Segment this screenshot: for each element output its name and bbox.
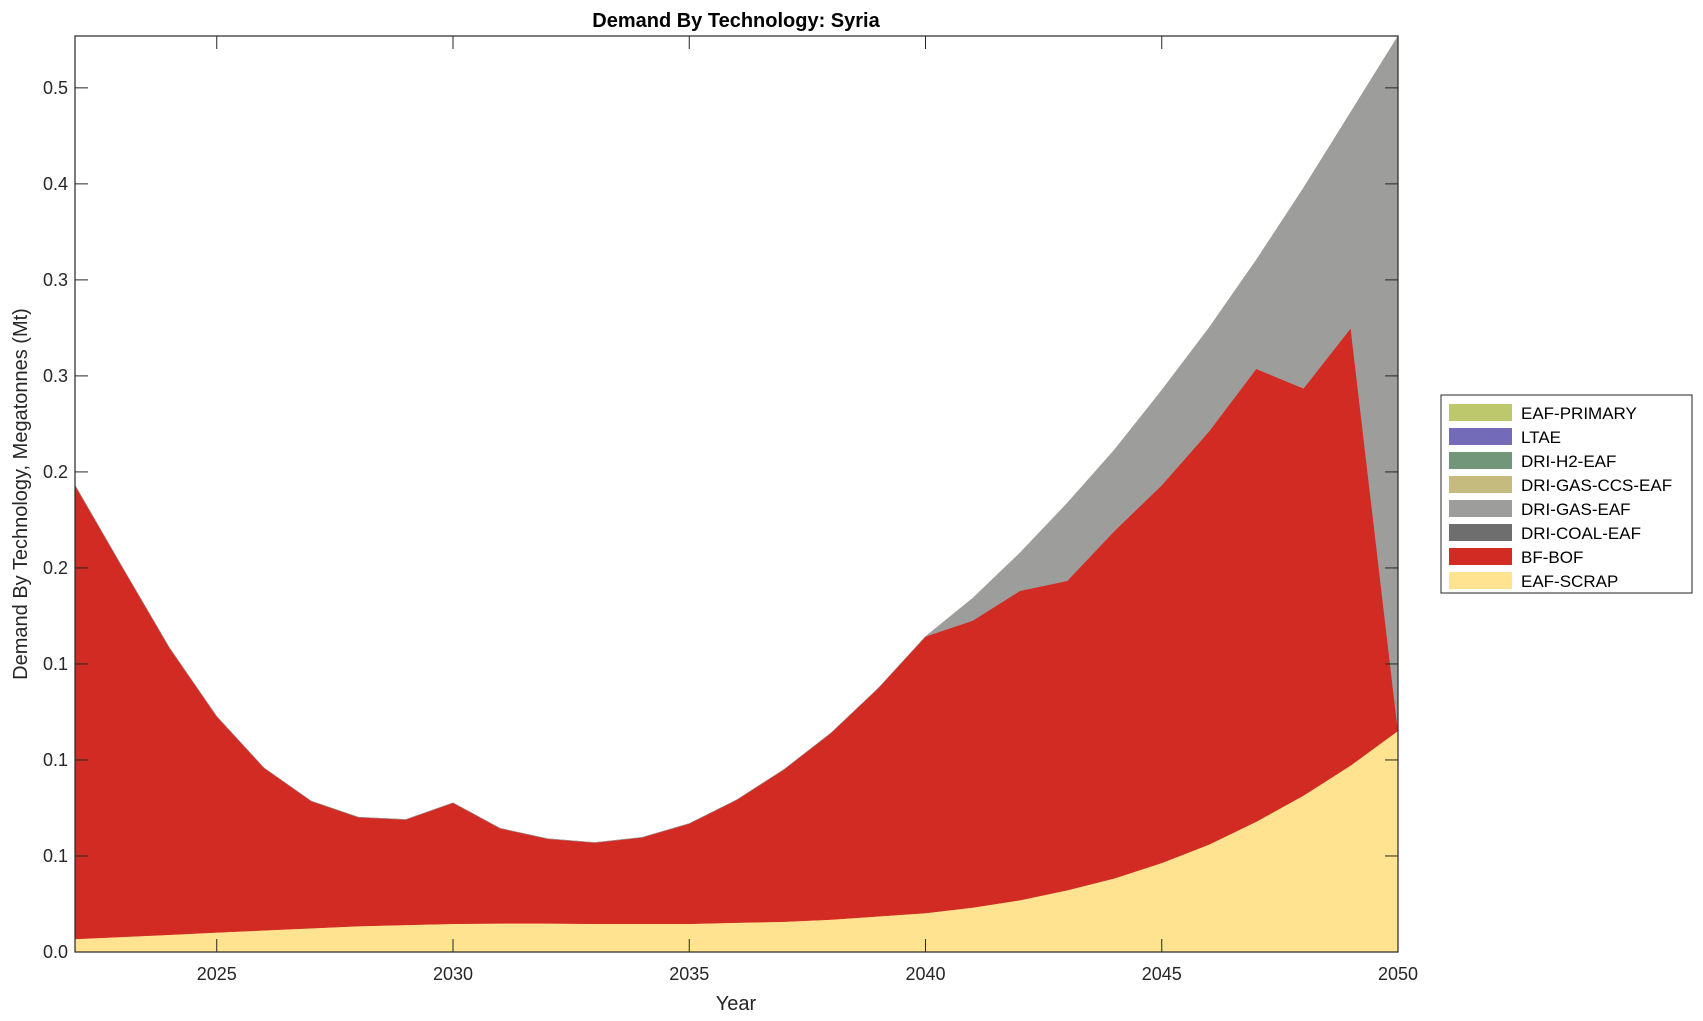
legend-swatch xyxy=(1449,572,1512,589)
x-tick-label: 2035 xyxy=(669,964,709,984)
legend-label: EAF-PRIMARY xyxy=(1521,404,1637,423)
y-tick-label: 0.1 xyxy=(43,846,68,866)
x-tick-label: 2030 xyxy=(433,964,473,984)
legend-label: BF-BOF xyxy=(1521,548,1583,567)
y-tick-label: 0.2 xyxy=(43,462,68,482)
y-tick-label: 0.4 xyxy=(43,174,68,194)
y-tick-label: 0.0 xyxy=(43,942,68,962)
y-tick-label: 0.5 xyxy=(43,78,68,98)
legend-swatch xyxy=(1449,452,1512,469)
legend-swatch xyxy=(1449,500,1512,517)
y-axis-label: Demand By Technology, Megatonnes (Mt) xyxy=(10,308,32,680)
legend-label: DRI-H2-EAF xyxy=(1521,452,1616,471)
legend-swatch xyxy=(1449,428,1512,445)
x-tick-label: 2040 xyxy=(905,964,945,984)
y-tick-label: 0.3 xyxy=(43,366,68,386)
y-tick-label: 0.1 xyxy=(43,654,68,674)
x-tick-label: 2045 xyxy=(1142,964,1182,984)
legend-label: DRI-COAL-EAF xyxy=(1521,524,1641,543)
legend-swatch xyxy=(1449,548,1512,565)
x-tick-label: 2025 xyxy=(197,964,237,984)
axes-box xyxy=(74,35,1399,953)
axes: 2025 2030 2035 2040 2045 2050 0.0 0.1 0.1 0.1 0.2 0… xyxy=(43,35,1418,984)
legend-label: EAF-SCRAP xyxy=(1521,572,1618,591)
x-axis-label: Year xyxy=(716,993,757,1015)
y-tick-label: 0.1 xyxy=(43,750,68,770)
legend-swatch xyxy=(1449,476,1512,493)
x-tick-label: 2050 xyxy=(1378,964,1418,984)
legend: EAF-PRIMARY LTAE DRI-H2-EAF DRI-GAS-CCS-EAF… xyxy=(1440,394,1693,594)
areas-layer xyxy=(74,35,1399,953)
chart-title: Demand By Technology: Syria xyxy=(592,10,880,32)
legend-swatch xyxy=(1449,524,1512,541)
legend-label: LTAE xyxy=(1521,428,1561,447)
legend-label: DRI-GAS-CCS-EAF xyxy=(1521,476,1672,495)
legend-label: DRI-GAS-EAF xyxy=(1521,500,1631,519)
legend-swatch xyxy=(1449,404,1512,421)
y-tick-label: 0.3 xyxy=(43,270,68,290)
y-tick-label: 0.2 xyxy=(43,558,68,578)
